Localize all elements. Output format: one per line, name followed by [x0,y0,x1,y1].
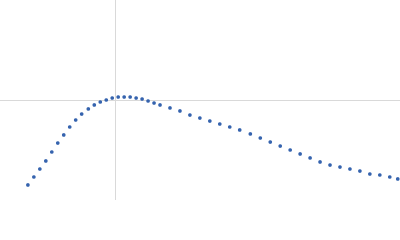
point [79,112,84,116]
point [110,96,115,100]
page: (() => { const data = JSON.parse(documen… [0,0,400,200]
point [44,159,48,163]
point [67,125,72,129]
point [55,141,60,145]
point [248,132,253,136]
point [217,122,222,126]
point [208,119,212,123]
point [86,107,91,111]
point [378,173,382,177]
point [158,103,162,107]
point [116,95,120,99]
point [318,160,322,164]
point [298,152,302,156]
point [188,113,192,117]
point [198,116,202,120]
point [146,99,150,103]
point [387,175,392,179]
point [358,169,362,173]
point [140,97,144,101]
point [338,165,342,169]
point [168,106,172,110]
point [308,156,312,160]
chart [0,0,400,200]
point [104,98,109,102]
point [348,167,352,171]
point [122,95,126,99]
point [134,96,138,100]
point [128,95,132,99]
point [227,125,232,129]
point [278,144,283,148]
point [26,183,30,187]
point [32,175,36,179]
point [268,140,273,144]
point [92,103,97,107]
point [98,100,103,104]
point [178,109,182,113]
point [328,163,332,167]
point [258,136,263,140]
point [49,150,54,154]
point [368,172,372,176]
point [237,128,242,132]
point [73,118,78,122]
point [288,148,292,152]
point [395,177,400,181]
point [61,133,66,137]
point [152,101,156,105]
point [38,167,42,171]
